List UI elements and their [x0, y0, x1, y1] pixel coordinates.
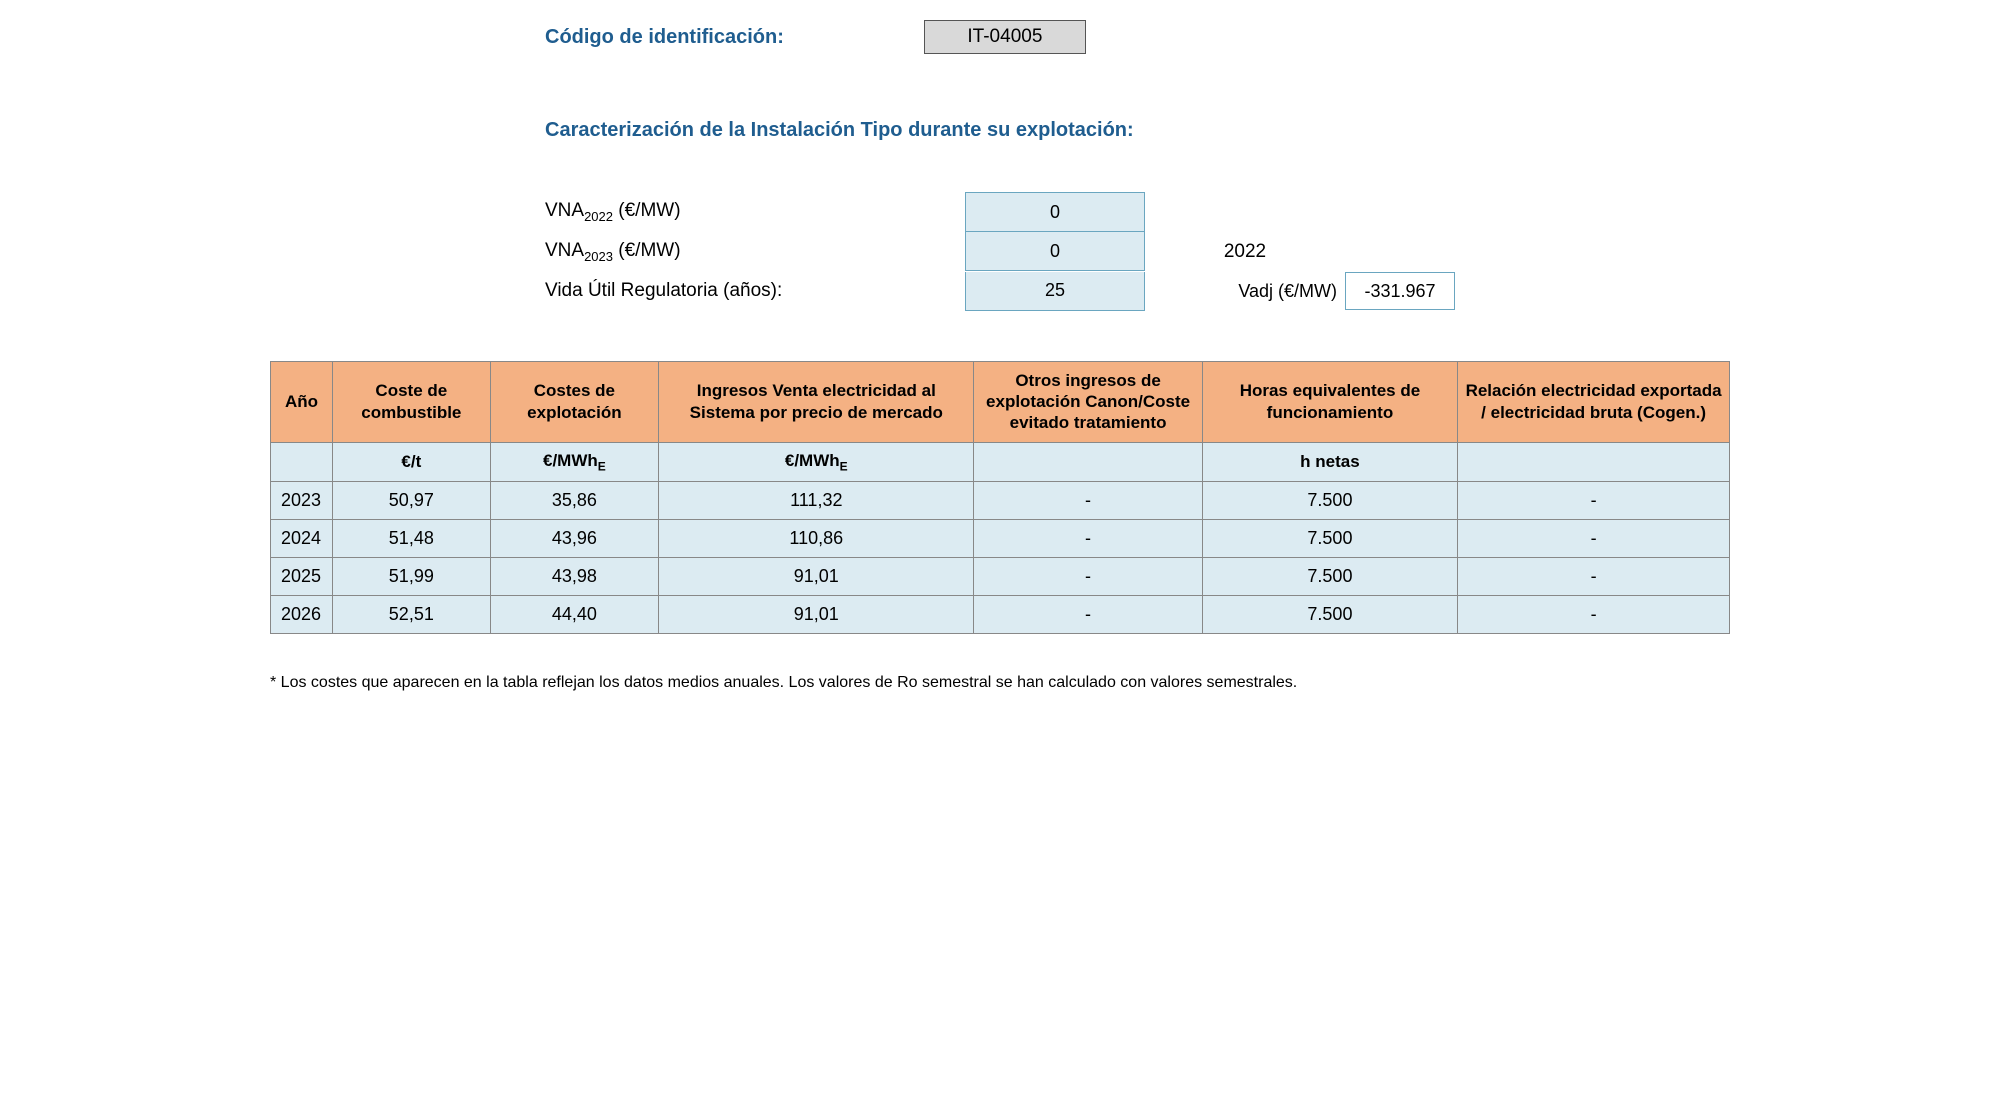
table-cell: 2026	[271, 595, 333, 633]
vna2023-label: VNA2023 (€/MW)	[545, 232, 965, 272]
vida-value: 25	[965, 272, 1145, 311]
vna2022-prefix: VNA	[545, 200, 584, 221]
table-cell: -	[1458, 557, 1730, 595]
vna2023-prefix: VNA	[545, 240, 584, 261]
table-cell: 7.500	[1202, 519, 1457, 557]
table-unit-cell	[271, 442, 333, 481]
table-cell: 2024	[271, 519, 333, 557]
table-cell: -	[1458, 595, 1730, 633]
code-label: Código de identificación:	[545, 26, 784, 49]
table-header-row: AñoCoste de combustibleCostes de explota…	[271, 361, 1730, 442]
table-cell: -	[974, 595, 1202, 633]
table-header-cell: Coste de combustible	[333, 361, 491, 442]
table-cell: 91,01	[659, 595, 974, 633]
footnote: * Los costes que aparecen en la tabla re…	[270, 674, 1730, 692]
table-cell: 43,96	[490, 519, 659, 557]
table-cell: 111,32	[659, 481, 974, 519]
vadj-value: -331.967	[1345, 272, 1455, 310]
table-unit-cell: h netas	[1202, 442, 1457, 481]
table-cell: 51,48	[333, 519, 491, 557]
table-cell: -	[1458, 519, 1730, 557]
table-cell: 2025	[271, 557, 333, 595]
table-cell: 52,51	[333, 595, 491, 633]
table-cell: 2023	[271, 481, 333, 519]
table-header-cell: Relación electricidad exportada / electr…	[1458, 361, 1730, 442]
table-header-cell: Otros ingresos de explotación Canon/Cost…	[974, 361, 1202, 442]
table-cell: 43,98	[490, 557, 659, 595]
section-title: Caracterización de la Instalación Tipo d…	[545, 119, 1134, 142]
table-unit-cell: €/MWhE	[659, 442, 974, 481]
table-cell: 7.500	[1202, 557, 1457, 595]
vna2022-value: 0	[965, 192, 1145, 232]
table-header-cell: Horas equivalentes de funcionamiento	[1202, 361, 1457, 442]
table-cell: 7.500	[1202, 481, 1457, 519]
side-year: 2022	[1145, 241, 1345, 263]
table-header-cell: Costes de explotación	[490, 361, 659, 442]
data-table: AñoCoste de combustibleCostes de explota…	[270, 361, 1730, 634]
table-row: 202451,4843,96110,86-7.500-	[271, 519, 1730, 557]
table-cell: 44,40	[490, 595, 659, 633]
vna2023-value: 0	[965, 232, 1145, 271]
table-unit-cell: €/t	[333, 442, 491, 481]
vna2022-label: VNA2022 (€/MW)	[545, 192, 965, 232]
table-cell: 51,99	[333, 557, 491, 595]
vida-label: Vida Útil Regulatoria (años):	[545, 272, 965, 310]
vadj-label: Vadj (€/MW)	[1145, 281, 1345, 302]
table-cell: -	[974, 519, 1202, 557]
table-cell: 7.500	[1202, 595, 1457, 633]
table-row: 202350,9735,86111,32-7.500-	[271, 481, 1730, 519]
table-cell: -	[974, 557, 1202, 595]
vna2022-unit: (€/MW)	[613, 200, 681, 221]
table-unit-cell: €/MWhE	[490, 442, 659, 481]
code-value-box: IT-04005	[924, 20, 1086, 54]
vna2023-sub: 2023	[584, 249, 613, 264]
table-cell: 35,86	[490, 481, 659, 519]
table-header-cell: Año	[271, 361, 333, 442]
vna2023-unit: (€/MW)	[613, 240, 681, 261]
table-cell: 50,97	[333, 481, 491, 519]
table-unit-cell	[1458, 442, 1730, 481]
table-cell: 110,86	[659, 519, 974, 557]
table-cell: -	[974, 481, 1202, 519]
table-row: 202652,5144,4091,01-7.500-	[271, 595, 1730, 633]
table-units-row: €/t€/MWhE€/MWhEh netas	[271, 442, 1730, 481]
param-grid: VNA2022 (€/MW) 0 VNA2023 (€/MW) 0 2022 V…	[545, 192, 1730, 311]
table-cell: 91,01	[659, 557, 974, 595]
table-cell: -	[1458, 481, 1730, 519]
table-row: 202551,9943,9891,01-7.500-	[271, 557, 1730, 595]
table-header-cell: Ingresos Venta electricidad al Sistema p…	[659, 361, 974, 442]
table-unit-cell	[974, 442, 1202, 481]
vna2022-sub: 2022	[584, 209, 613, 224]
